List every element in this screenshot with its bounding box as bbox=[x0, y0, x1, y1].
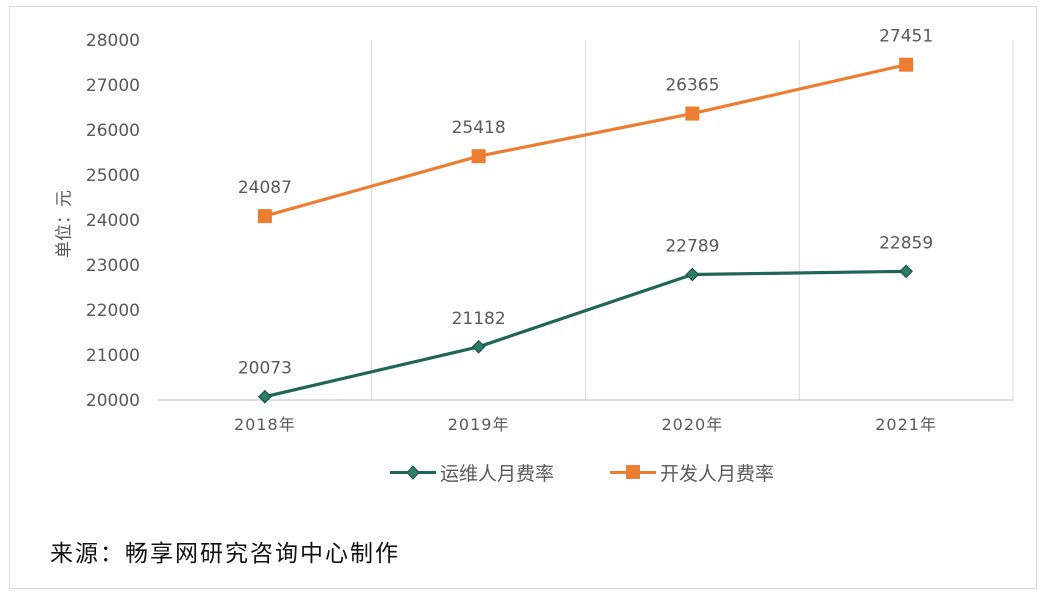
x-tick-label: 2019年 bbox=[448, 415, 510, 434]
x-tick-label: 2018年 bbox=[234, 415, 296, 434]
x-tick-labels: 2018年 2019年 2020年 2021年 bbox=[234, 415, 937, 434]
legend-square-icon bbox=[610, 459, 656, 485]
x-tick-label: 2020年 bbox=[662, 415, 724, 434]
data-point bbox=[685, 267, 700, 282]
y-tick-label: 23000 bbox=[86, 256, 140, 276]
y-tick-label: 25000 bbox=[86, 166, 140, 186]
x-tick-label: 2021年 bbox=[875, 415, 937, 434]
data-label: 21182 bbox=[452, 309, 506, 329]
series-line-1 bbox=[264, 63, 907, 218]
y-tick-labels: 20000 21000 22000 23000 24000 25000 26000 27000… bbox=[86, 31, 140, 411]
legend-item-ops[interactable]: 运维人月费率 bbox=[390, 459, 554, 485]
chart-frame bbox=[9, 6, 1037, 589]
legend-item-dev[interactable]: 开发人月费率 bbox=[610, 459, 774, 485]
data-point bbox=[899, 57, 914, 72]
y-tick-label: 26000 bbox=[86, 121, 140, 141]
series-lines bbox=[264, 63, 907, 399]
data-labels: 20073 21182 22789 22859 24087 25418 26365 27451 bbox=[238, 27, 933, 379]
legend-label-dev: 开发人月费率 bbox=[660, 462, 775, 485]
data-label: 22789 bbox=[665, 236, 719, 256]
legend-marker-ops bbox=[406, 465, 420, 480]
data-label: 20073 bbox=[238, 359, 292, 379]
y-tick-label: 24000 bbox=[86, 211, 140, 231]
y-tick-label: 21000 bbox=[86, 346, 140, 366]
data-point bbox=[685, 106, 700, 121]
y-tick-label: 22000 bbox=[86, 301, 140, 321]
legend-marker-dev bbox=[626, 465, 640, 479]
data-point bbox=[471, 339, 486, 354]
data-point bbox=[471, 149, 486, 164]
data-label: 22859 bbox=[879, 233, 933, 253]
data-point bbox=[258, 389, 272, 404]
series-markers bbox=[257, 57, 914, 404]
source-note: 来源：畅享网研究咨询中心制作 bbox=[50, 541, 400, 567]
y-tick-label: 28000 bbox=[86, 31, 140, 51]
legend-label-ops: 运维人月费率 bbox=[440, 462, 555, 485]
data-label: 25418 bbox=[452, 118, 506, 138]
data-label: 24087 bbox=[238, 178, 292, 198]
legend-diamond-icon bbox=[390, 459, 436, 485]
grid-lines bbox=[371, 40, 1014, 400]
y-tick-label: 27000 bbox=[86, 76, 140, 96]
data-point bbox=[257, 209, 272, 224]
y-axis-label: 单位：元 bbox=[54, 190, 75, 258]
y-tick-label: 20000 bbox=[86, 391, 140, 411]
data-point bbox=[899, 264, 913, 279]
data-label: 27451 bbox=[879, 27, 933, 47]
data-label: 26365 bbox=[665, 76, 719, 96]
series-line-0 bbox=[264, 269, 907, 399]
